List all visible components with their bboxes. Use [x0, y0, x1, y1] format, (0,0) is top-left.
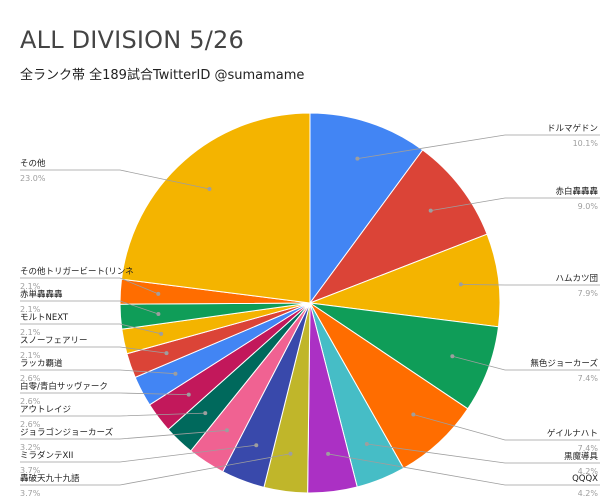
slice-percent: 2.1% [20, 328, 41, 337]
leader-line [452, 355, 600, 371]
slice-percent: 4.2% [578, 467, 599, 476]
leader-line [20, 323, 162, 335]
slice-label: スノーフェアリー [20, 336, 88, 346]
leader-line [366, 443, 600, 464]
pie-slices [119, 112, 501, 494]
slice-percent: 3.2% [20, 443, 41, 452]
pie-slice [308, 149, 488, 305]
slice-label: その他 [20, 158, 46, 169]
slice-label: QQQX [572, 474, 598, 484]
slice-label: 黒魔導具 [564, 451, 599, 462]
slice-percent: 2.1% [20, 305, 41, 314]
leader-line [20, 453, 291, 486]
slice-percent: 23.0% [20, 174, 46, 183]
leader-line [430, 197, 600, 211]
slice-percent: 9.0% [578, 202, 599, 211]
leader-line [20, 444, 257, 463]
leader-line [20, 277, 159, 295]
slice-percent: 2.1% [20, 351, 41, 360]
leader-line [20, 300, 159, 315]
pie-slice [309, 233, 501, 328]
slice-percent: 7.9% [578, 289, 599, 298]
leader-line [20, 169, 210, 190]
leader-line [328, 453, 600, 486]
slice-label: モルトNEXT [20, 313, 69, 323]
chart-subtitle: 全ランク帯 全189試合TwitterID @sumamame [20, 68, 305, 83]
leader-line [20, 429, 227, 440]
pie-slice [309, 112, 424, 305]
leader-line [413, 414, 600, 441]
slice-percent: 2.6% [20, 374, 41, 383]
slice-label: ゲイルナハト [547, 428, 598, 439]
leader-line [20, 346, 167, 354]
slice-label: ドルマゲドン [547, 123, 598, 134]
slice-label: ミラダンテXII [20, 450, 73, 461]
pie-slice [120, 112, 311, 304]
chart-title: ALL DIVISION 5/26 [20, 26, 244, 54]
slice-percent: 3.7% [20, 466, 41, 475]
slice-percent: 3.7% [20, 489, 41, 498]
slice-label: ラッカ覇道 [20, 358, 63, 369]
pie-labels: ドルマゲドン 10.1% 赤白轟轟轟 9.0% ハムカツ団 7.9% 無色ジョーカーズ 7.4… [20, 123, 600, 498]
slice-percent: 2.1% [20, 282, 41, 291]
slice-percent: 4.2% [578, 489, 599, 498]
leader-line [357, 134, 600, 159]
slice-label: ハムカツ団 [555, 274, 598, 284]
slice-label: アウトレイジ [20, 405, 71, 415]
slice-label: 赤単轟轟轟 [20, 289, 63, 300]
slice-label: 轟破天九十九語 [20, 473, 80, 484]
slice-percent: 2.6% [20, 397, 41, 406]
slice-label: 無色ジョーカーズ [530, 358, 598, 369]
slice-label: 赤白轟轟轟 [555, 186, 598, 197]
slice-percent: 10.1% [573, 139, 599, 148]
slice-label: 白零/青白サッヴァーク [20, 381, 108, 392]
leader-line [20, 369, 176, 375]
leader-line [20, 412, 206, 417]
slice-percent: 7.4% [578, 374, 599, 383]
leader-line [20, 392, 189, 396]
slice-percent: 7.4% [578, 444, 599, 453]
leader-line [460, 284, 600, 286]
slice-percent: 2.6% [20, 420, 41, 429]
slice-label: ジョラゴンジョーカーズ [20, 427, 114, 438]
slice-label: その他トリガービート(リンネ [20, 266, 134, 277]
